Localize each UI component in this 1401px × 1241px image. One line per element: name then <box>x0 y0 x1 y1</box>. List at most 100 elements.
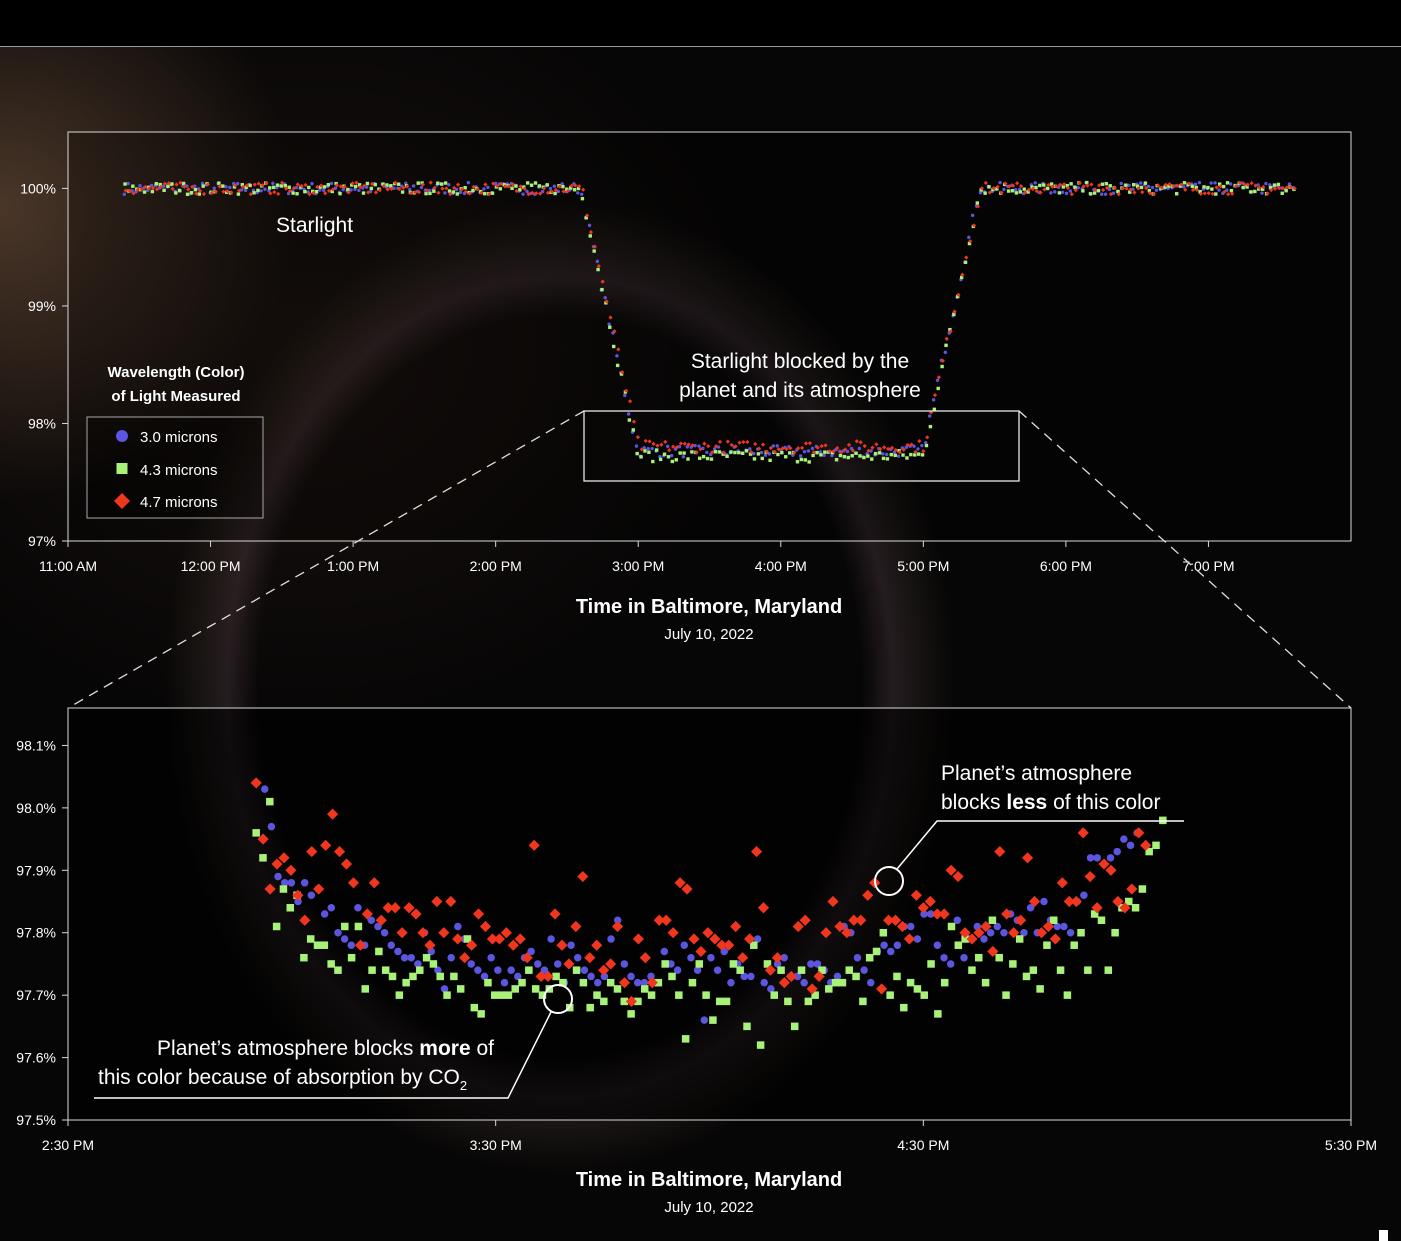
top-data-point <box>686 442 691 447</box>
top-data-point <box>670 459 675 464</box>
top-data-point <box>1217 182 1222 186</box>
top-data-point <box>1292 186 1297 191</box>
top-data-point <box>455 182 461 187</box>
top-data-point <box>819 453 823 457</box>
top-data-point <box>784 447 789 452</box>
top-x-tick-label: 1:00 PM <box>327 558 379 574</box>
top-data-point <box>584 213 590 218</box>
bottom-data-point <box>271 858 283 870</box>
bottom-y-tick-label: 98.1% <box>16 737 56 753</box>
top-data-point <box>878 447 883 452</box>
top-data-point <box>314 189 319 194</box>
top-data-point <box>1104 182 1109 186</box>
bottom-data-point <box>763 960 772 968</box>
bottom-data-point <box>975 953 983 962</box>
bottom-data-point <box>1133 827 1145 839</box>
top-y-tick-label: 98% <box>28 415 56 431</box>
top-data-point <box>791 453 795 457</box>
bottom-data-point <box>933 941 942 949</box>
callout-line-more <box>94 1011 552 1099</box>
top-data-point <box>1030 185 1034 189</box>
bottom-data-point <box>410 908 422 920</box>
bottom-data-point <box>896 920 909 933</box>
top-data-point <box>424 188 429 193</box>
bottom-data-point <box>940 978 949 987</box>
top-data-point <box>706 443 711 449</box>
top-data-point <box>1257 185 1262 190</box>
top-data-point <box>150 189 155 194</box>
bottom-data-point <box>1036 985 1044 993</box>
bottom-data-point <box>1131 904 1140 912</box>
top-data-point <box>874 442 879 447</box>
top-data-point <box>870 457 874 461</box>
bottom-data-point <box>800 978 808 987</box>
top-data-point <box>271 181 275 185</box>
bottom-data-point <box>771 952 783 964</box>
top-data-point <box>396 182 401 186</box>
bottom-data-point <box>463 935 472 943</box>
bottom-data-point <box>668 972 676 981</box>
top-data-point <box>490 191 495 195</box>
top-data-point <box>1206 185 1210 190</box>
top-data-point <box>436 190 441 195</box>
top-data-point <box>240 183 245 187</box>
top-data-point <box>162 181 167 186</box>
top-data-point <box>835 445 840 451</box>
bottom-data-point <box>266 797 274 806</box>
top-data-point <box>866 448 871 453</box>
top-data-point <box>1022 190 1028 195</box>
bottom-data-point <box>531 985 540 993</box>
top-data-point <box>338 184 343 189</box>
bottom-data-point <box>900 1003 908 1012</box>
top-data-point <box>260 183 265 188</box>
callout-circle-less <box>874 866 904 896</box>
top-data-point <box>235 181 240 186</box>
top-data-point <box>267 186 272 190</box>
bottom-data-point <box>361 908 373 920</box>
top-data-point <box>725 454 729 458</box>
top-data-point <box>776 452 780 457</box>
bottom-data-point <box>813 960 822 968</box>
top-data-point <box>1088 192 1093 196</box>
top-data-point <box>279 184 284 188</box>
more-label-line2: this color because of absorption by CO2 <box>98 1066 467 1093</box>
top-data-point <box>1073 188 1078 193</box>
bottom-data-point <box>511 985 519 993</box>
top-data-point <box>1038 183 1042 188</box>
bottom-data-point <box>903 933 916 945</box>
bottom-data-point <box>1077 827 1089 839</box>
bottom-data-point <box>347 877 360 889</box>
top-data-point <box>995 184 1000 190</box>
top-data-point <box>1182 181 1187 185</box>
top-data-point <box>502 183 506 187</box>
top-data-point <box>299 183 304 189</box>
top-data-point <box>1015 181 1020 186</box>
top-data-point <box>319 183 324 188</box>
bottom-data-point <box>723 939 735 951</box>
top-data-point <box>138 184 142 188</box>
top-data-point <box>186 187 191 192</box>
top-data-point <box>799 457 804 462</box>
top-data-point <box>634 444 639 448</box>
bottom-data-point <box>917 902 929 914</box>
bottom-data-point <box>799 914 811 926</box>
bottom-data-point <box>361 985 369 993</box>
bottom-data-point <box>693 966 702 974</box>
bottom-data-point <box>306 845 318 858</box>
top-data-point <box>1146 184 1151 189</box>
top-data-point <box>623 393 627 398</box>
top-data-point <box>1253 189 1257 194</box>
top-data-point <box>1163 185 1167 189</box>
top-data-point <box>889 445 895 450</box>
top-data-point <box>553 187 558 193</box>
bottom-data-point <box>880 941 888 949</box>
top-data-point <box>479 190 484 195</box>
top-data-point <box>315 184 320 190</box>
bottom-data-point <box>633 978 642 987</box>
top-data-point <box>197 192 202 196</box>
bottom-data-point <box>354 904 362 912</box>
bottom-data-point <box>467 960 475 968</box>
top-data-point <box>393 180 398 185</box>
bottom-data-point <box>278 852 290 864</box>
top-data-point <box>592 249 596 253</box>
